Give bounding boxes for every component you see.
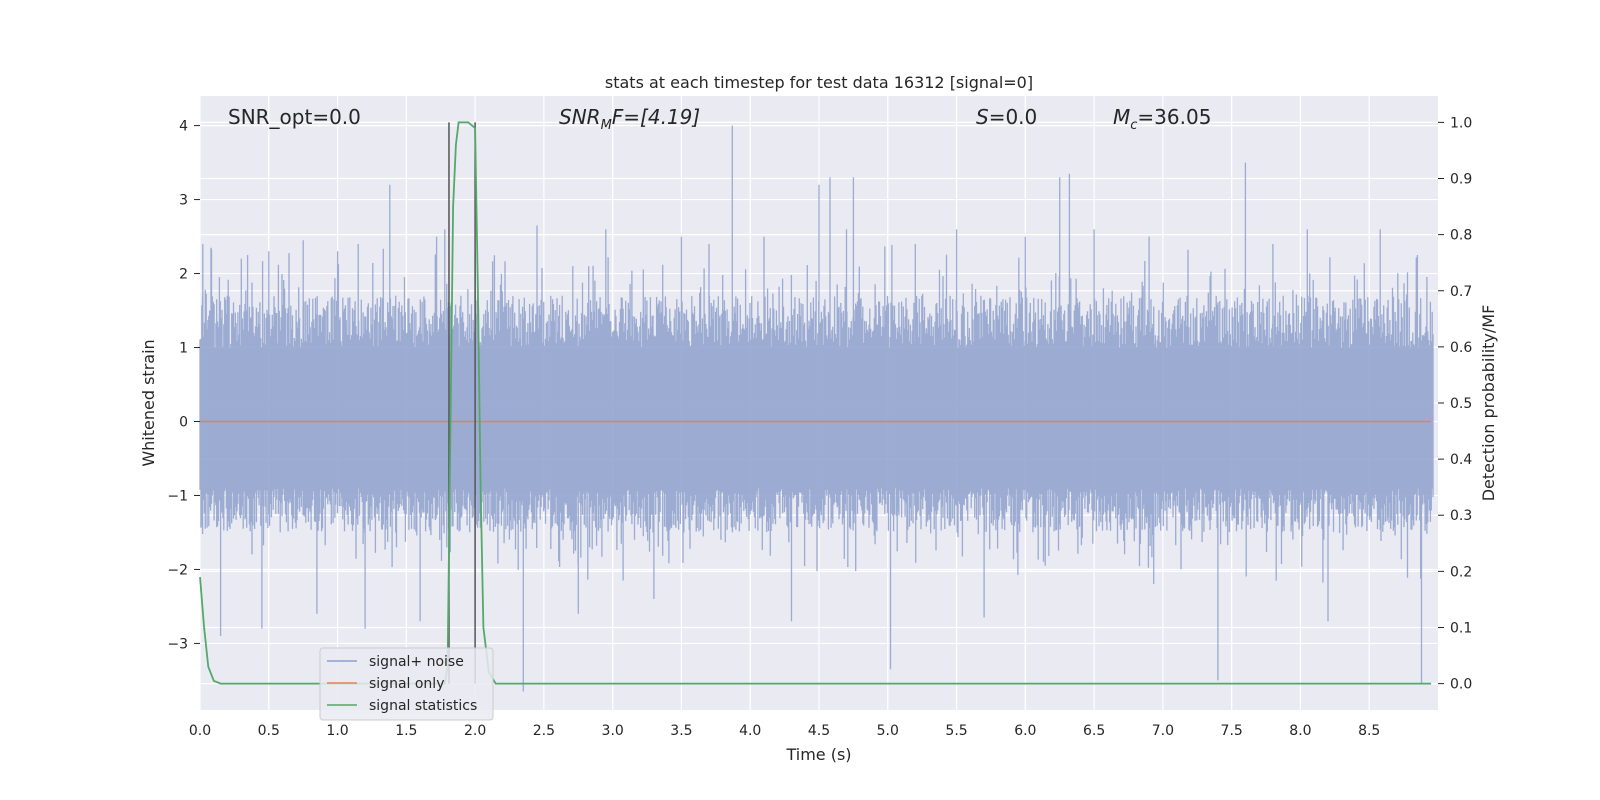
legend-label-signal-only: signal only [369,676,444,692]
y2-tick-label: 0.1 [1450,620,1472,636]
legend-box [319,647,494,721]
x-tick-label: 0.5 [258,723,280,739]
signal-noise-series [199,125,1434,692]
x-tick-label: 4.5 [808,723,830,739]
legend-label-signal-noise: signal+ noise [369,654,464,670]
y-tick-label: 2 [179,267,188,283]
y-axis-label: Whitened strain [139,339,158,466]
y2-tick-label: 0.8 [1450,228,1472,244]
annotation-s: S=0.0 [976,105,1037,129]
x-tick-label: 2.0 [464,723,486,739]
snr-mf-main: SNR [559,105,601,129]
signal-noise-trace [199,125,1434,692]
y2-tick-label: 1.0 [1450,115,1472,131]
x-tick-label: 4.0 [739,723,761,739]
y2-axis-label: Detection probability/MF [1479,305,1498,502]
y-tick-label: 3 [179,193,188,209]
y-tick-label: −1 [167,488,188,504]
x-tick-label: 7.5 [1221,723,1243,739]
y-tick-label: 1 [179,341,188,357]
s-main: S [976,105,989,129]
mc-main: M [1113,105,1130,129]
x-tick-label: 1.0 [326,723,348,739]
y2-tick-label: 0.4 [1450,452,1472,468]
y-tick-label: −3 [167,636,188,652]
x-tick-label: 0.0 [189,723,211,739]
snr-mf-sub: M [601,118,612,133]
x-ticks: 0.0 0.5 1.0 1.5 2.0 2.5 3.0 3.5 4.0 4.5 5.0 5.5 6.0 6… [189,723,1380,739]
x-tick-label: 3.5 [670,723,692,739]
y2-tick-label: 0.0 [1450,677,1472,693]
x-tick-label: 8.0 [1289,723,1311,739]
chart-title: stats at each timestep for test data 163… [605,73,1033,92]
y2-tick-label: 0.7 [1450,284,1472,300]
x-tick-label: 6.5 [1083,723,1105,739]
signal-statistics-line [199,121,1432,685]
s-rest: =0.0 [989,105,1038,129]
y-tick-label: 0 [179,414,188,430]
y2-tick-label: 0.9 [1450,172,1472,188]
mc-rest: =36.05 [1137,105,1211,129]
x-tick-label: 5.5 [945,723,967,739]
y-tick-label: −2 [167,562,188,578]
legend-label-signal-statistics: signal statistics [369,698,477,714]
x-tick-label: 7.0 [1152,723,1174,739]
x-tick-label: 6.0 [1014,723,1036,739]
annotation-snr-opt: SNR_opt=0.0 [228,105,361,129]
signal-statistics-series [199,121,1432,685]
x-tick-label: 3.0 [602,723,624,739]
annotation-snr-mf: SNRMF=[4.19] [559,105,700,133]
y2-tick-label: 0.3 [1450,508,1472,524]
mc-sub: c [1130,118,1137,133]
x-axis-label: Time (s) [785,745,851,764]
y2-tick-label: 0.2 [1450,564,1472,580]
x-tick-label: 5.0 [877,723,899,739]
x-tick-label: 1.5 [395,723,417,739]
legend: signal+ noise signal only signal statist… [319,647,494,721]
y-ticks: −3 −2 −1 0 1 2 3 4 [167,119,200,652]
x-tick-label: 2.5 [533,723,555,739]
x-tick-label: 8.5 [1358,723,1380,739]
y-tick-label: 4 [179,119,188,135]
y2-ticks: 0.0 0.1 0.2 0.3 0.4 0.5 0.6 0.7 0.8 0.9 1.0 [1438,115,1472,693]
snr-mf-rest: F=[4.19] [612,105,700,129]
y2-tick-label: 0.5 [1450,396,1472,412]
annotation-mc: Mc=36.05 [1113,105,1211,133]
y2-tick-label: 0.6 [1450,340,1472,356]
